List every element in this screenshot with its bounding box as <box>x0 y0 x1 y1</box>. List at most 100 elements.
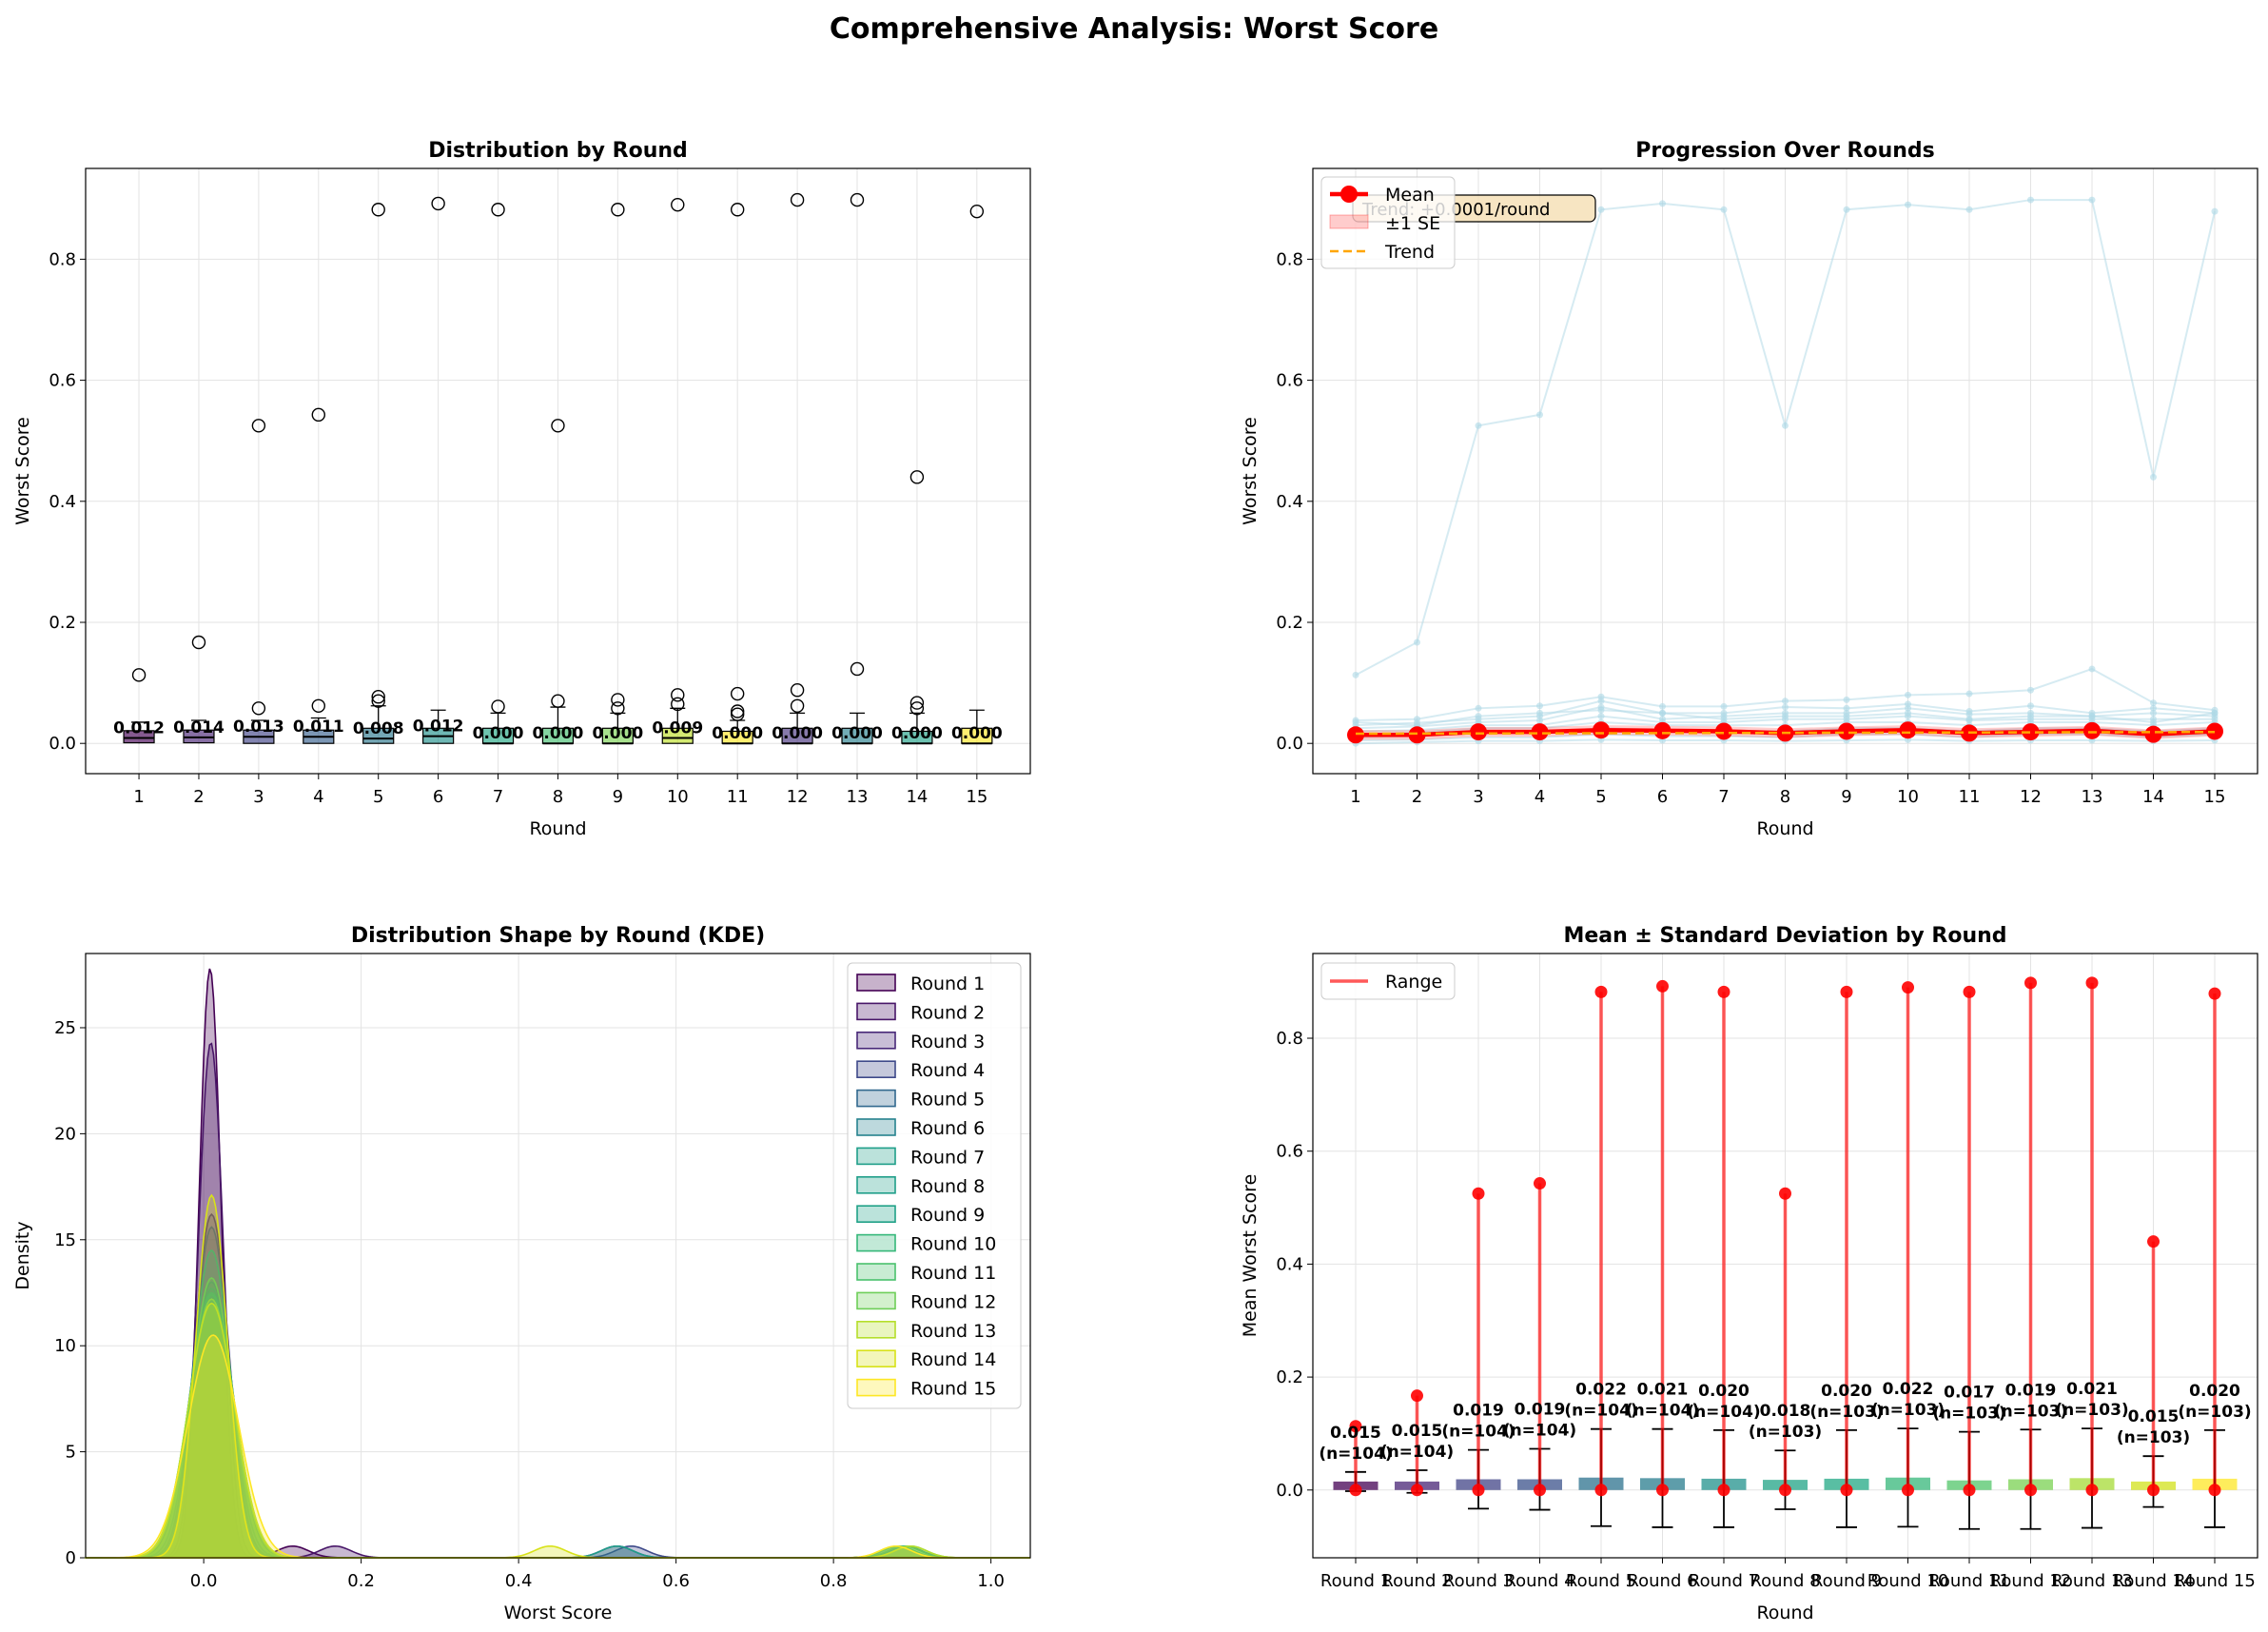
box <box>661 727 694 744</box>
x-tick-label: 10 <box>1897 787 1919 807</box>
y-tick-label: 0.0 <box>1276 734 1303 754</box>
x-tick-label: 14 <box>906 787 928 807</box>
y-tick-label: 0.8 <box>49 249 76 269</box>
outlier-point <box>491 699 505 714</box>
range-max-point <box>2147 1235 2160 1249</box>
progression-panel: Progression Over Rounds Round Worst Score 0… <box>1240 139 2258 839</box>
x-tick-label: 15 <box>2204 787 2226 807</box>
y-tick-label: 0.2 <box>49 613 76 633</box>
outlier-point <box>611 203 625 217</box>
individual-point <box>1352 718 1359 726</box>
plot-frame <box>85 167 1031 775</box>
individual-point <box>1843 713 1850 720</box>
individual-point <box>2150 699 2157 707</box>
mean-value-label: 0.015 <box>2128 1407 2180 1426</box>
x-axis-label: Worst Score <box>504 1603 613 1623</box>
y-tick-label: 0.6 <box>1276 1142 1303 1162</box>
sample-size-label: (n=103) <box>2055 1401 2128 1420</box>
y-tick-label: 0.2 <box>1276 613 1303 633</box>
trend-line <box>1355 730 2216 736</box>
outlier-point <box>491 203 505 217</box>
individual-point <box>1905 704 1911 712</box>
y-tick-label: 0.0 <box>49 734 76 754</box>
boxplot-panel: Distribution by Round Round Worst Score 0.0… <box>12 139 1031 839</box>
x-tick-label: Round 12 <box>1990 1571 2072 1591</box>
sample-size-label: (n=104) <box>1626 1402 1699 1421</box>
legend-swatch-se <box>1329 214 1369 229</box>
outlier-point <box>251 701 266 716</box>
y-tick-label: 0.6 <box>49 371 76 391</box>
outlier-point <box>730 707 745 721</box>
range-min-point <box>1594 1484 1608 1497</box>
mean-point <box>1347 726 1364 744</box>
range-min-point <box>1411 1484 1423 1497</box>
x-tick-label: 1 <box>1350 787 1360 807</box>
mean-value-label: 0.017 <box>1944 1384 1995 1403</box>
individual-point <box>1905 201 1911 208</box>
y-axis-label: Worst Score <box>12 417 33 525</box>
range-min-point <box>1840 1484 1853 1497</box>
sample-size-label: (n=104) <box>1687 1403 1760 1422</box>
individual-point <box>1659 702 1666 710</box>
outlier-point <box>551 694 565 708</box>
y-tick-label: 0 <box>66 1548 76 1568</box>
sample-size-label: (n=103) <box>2117 1428 2190 1447</box>
legend-label: Round 2 <box>910 1002 985 1023</box>
individual-point <box>1965 690 1973 698</box>
mean-value-label: 0.015 <box>1392 1422 1443 1441</box>
sample-size-label: (n=104) <box>1441 1423 1515 1442</box>
x-tick-label: 13 <box>2082 787 2103 807</box>
median-label: 0.009 <box>652 718 703 737</box>
legend-box <box>847 962 1022 1409</box>
range-max-point <box>1472 1187 1485 1200</box>
mean-point <box>1838 722 1855 740</box>
mean-std-panel: Mean ± Standard Deviation by Round Round M… <box>1240 924 2258 1623</box>
x-tick-label: 5 <box>1595 787 1606 807</box>
x-tick-label: 12 <box>787 787 809 807</box>
legend-label: Round 5 <box>910 1090 985 1111</box>
legend-label: Mean <box>1385 185 1435 206</box>
outlier-point <box>969 204 985 219</box>
outlier-point <box>611 701 625 716</box>
legend-label: Round 3 <box>910 1032 985 1052</box>
figure-title: Comprehensive Analysis: Worst Score <box>830 12 1438 46</box>
outlier-point <box>730 203 745 217</box>
range-min-point <box>2085 1484 2099 1497</box>
x-tick-label: 2 <box>193 787 204 807</box>
mean-point <box>1653 721 1672 739</box>
individual-point <box>1597 698 1605 705</box>
y-tick-label: 0.4 <box>49 492 76 512</box>
legend-label: Round 12 <box>910 1291 996 1312</box>
legend-label: Round 11 <box>910 1263 996 1284</box>
plot-frame <box>1312 167 2258 775</box>
individual-point <box>1475 713 1482 720</box>
mean-value-label: 0.022 <box>1575 1381 1627 1400</box>
sample-size-label: (n=103) <box>1871 1401 1945 1420</box>
x-axis-label: Round <box>1756 818 1813 839</box>
y-tick-label: 0.0 <box>1276 1481 1303 1501</box>
x-tick-label: 4 <box>313 787 323 807</box>
mean-point <box>2022 723 2040 741</box>
median-label: 0.011 <box>293 718 344 737</box>
mean-value-label: 0.018 <box>1760 1402 1811 1421</box>
outlier-point <box>671 697 685 712</box>
individual-point <box>1597 713 1605 720</box>
legend-label: Round 9 <box>910 1205 985 1226</box>
legend-swatch <box>856 1205 896 1223</box>
panel-title: Distribution Shape by Round (KDE) <box>351 924 765 948</box>
mean-point <box>1470 723 1487 741</box>
legend-swatch <box>856 973 896 992</box>
y-tick-label: 0.4 <box>1276 1254 1303 1274</box>
x-tick-label: 4 <box>1535 787 1545 807</box>
plot-frame <box>85 953 1031 1559</box>
mean-value-label: 0.020 <box>1821 1382 1872 1401</box>
outlier-point <box>251 419 266 433</box>
y-tick-label: 0.4 <box>1276 492 1303 512</box>
mean-value-label: 0.021 <box>2066 1380 2118 1399</box>
sample-size-label: (n=103) <box>1932 1405 2005 1424</box>
y-tick-label: 15 <box>54 1230 76 1250</box>
individual-point <box>2150 704 2157 712</box>
box <box>123 730 155 744</box>
x-tick-label: 6 <box>433 787 443 807</box>
